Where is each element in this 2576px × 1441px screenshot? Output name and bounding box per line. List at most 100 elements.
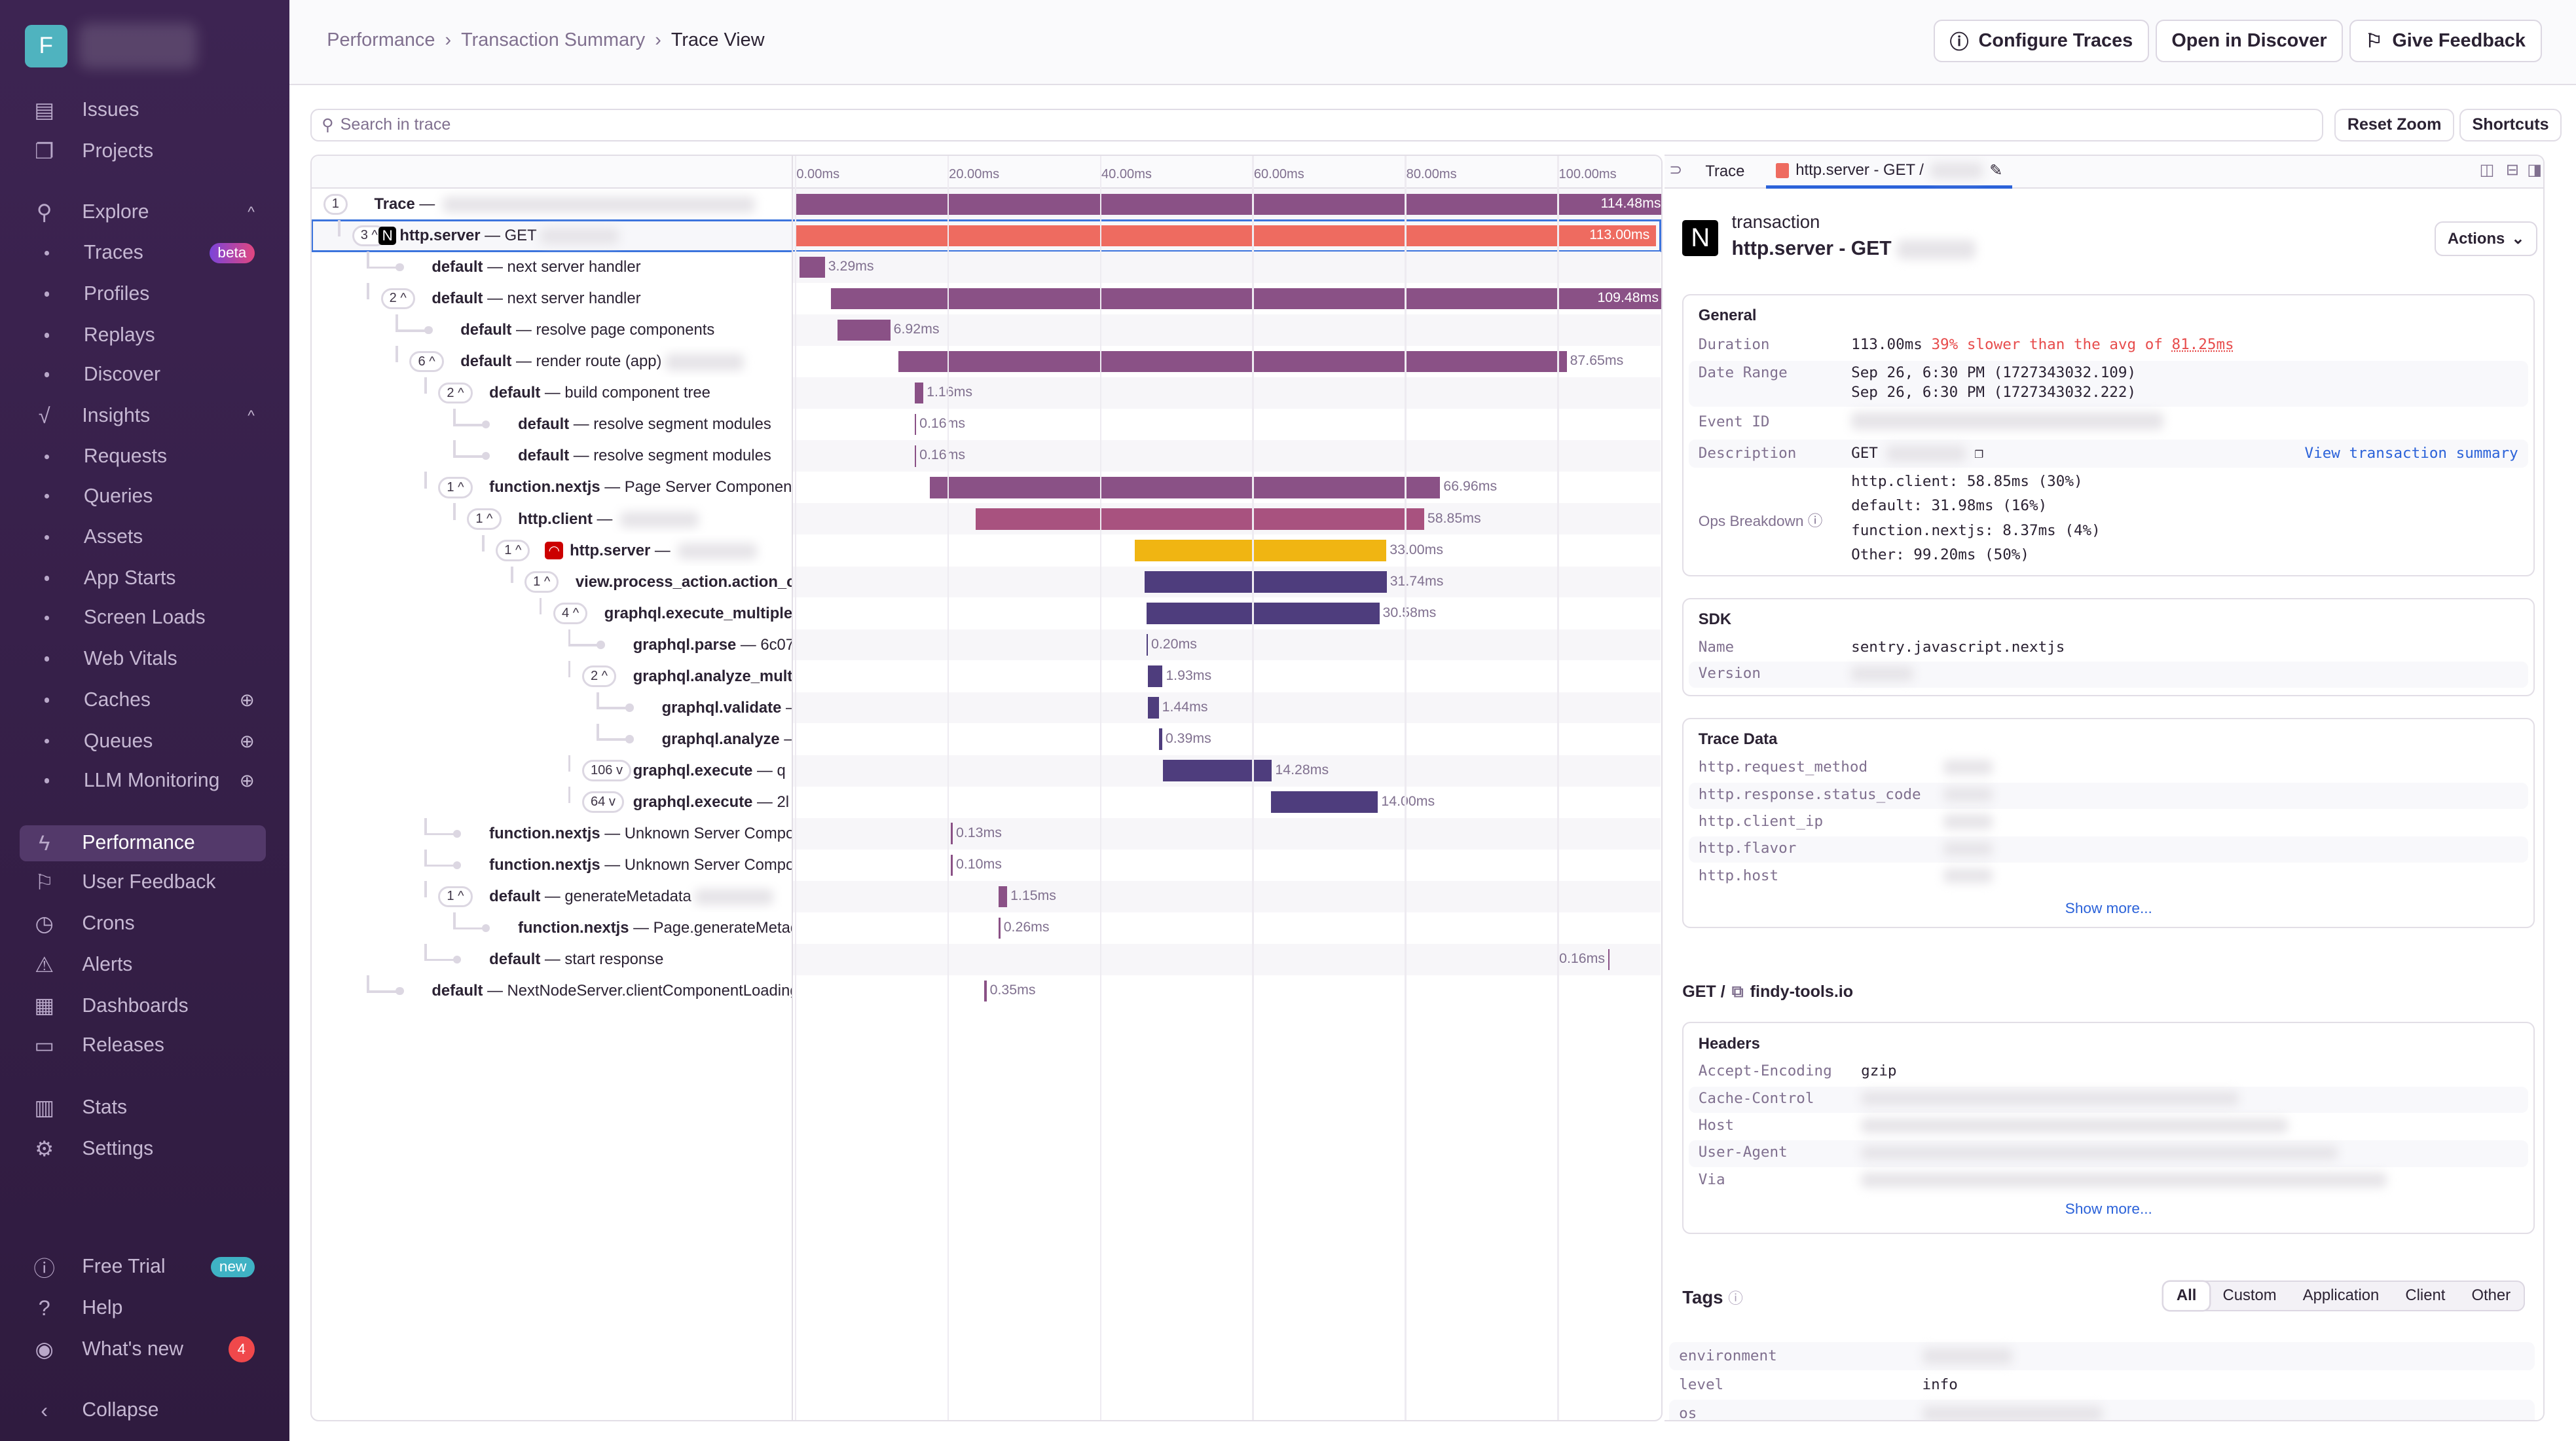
span-bar[interactable] bbox=[1608, 948, 1610, 971]
trace-row[interactable]: default — resolve segment modules 0.16ms bbox=[312, 409, 1661, 440]
trace-row[interactable]: 64 v graphql.execute — 2l 14.00ms bbox=[312, 786, 1661, 818]
breadcrumb-performance[interactable]: Performance bbox=[327, 29, 435, 51]
child-count-toggle[interactable]: 6 ^ bbox=[409, 350, 444, 373]
layout-right-icon[interactable]: ◨ bbox=[2527, 161, 2542, 179]
external-link-icon[interactable]: ⧉ bbox=[1731, 982, 1744, 1001]
span-bar-area[interactable]: 0.13ms bbox=[793, 817, 1661, 850]
trace-row[interactable]: 2 ^ graphql.analyze_multiplex — 1.93ms bbox=[312, 660, 1661, 692]
trace-row[interactable]: function.nextjs — Unknown Server Compone… bbox=[312, 817, 1661, 850]
child-count-toggle[interactable]: 106 v bbox=[581, 760, 632, 781]
span-bar[interactable] bbox=[984, 980, 987, 1002]
span-bar[interactable] bbox=[1147, 665, 1163, 687]
span-bar[interactable] bbox=[800, 256, 825, 278]
collapse-panel-icon[interactable]: ⊃ bbox=[1669, 161, 1683, 179]
child-count-toggle[interactable]: 1 ^ bbox=[467, 508, 502, 530]
trace-row[interactable]: 1 Trace — 114.48ms bbox=[312, 189, 1662, 220]
span-bar[interactable] bbox=[1147, 697, 1159, 719]
sidebar-item-what-s-new[interactable]: ◉ What's new 4 bbox=[20, 1331, 266, 1367]
sidebar-item-issues[interactable]: ▤ Issues bbox=[20, 92, 266, 128]
sidebar-item-settings[interactable]: ⚙ Settings bbox=[20, 1131, 266, 1167]
span-bar[interactable] bbox=[914, 413, 917, 436]
span-bar-area[interactable]: 30.58ms bbox=[793, 598, 1661, 629]
tag-filter-all[interactable]: All bbox=[2163, 1281, 2210, 1311]
span-bar[interactable] bbox=[794, 193, 1662, 215]
trace-row[interactable]: 1 ^ default — generateMetadata 1.15ms bbox=[312, 881, 1661, 912]
sidebar-item-explore[interactable]: ⚲ Explore ^ bbox=[20, 194, 266, 230]
span-bar[interactable] bbox=[1159, 728, 1162, 750]
tab-span[interactable]: http.server - GET / ✎ bbox=[1766, 156, 2013, 189]
span-bar-area[interactable]: 0.20ms bbox=[793, 629, 1661, 661]
layout-left-icon[interactable]: ◫ bbox=[2479, 161, 2495, 179]
sidebar-item-stats[interactable]: ▥ Stats bbox=[20, 1089, 266, 1125]
add-circle-icon[interactable]: ⊕ bbox=[239, 731, 255, 752]
span-bar[interactable] bbox=[998, 886, 1008, 908]
help-circle-icon[interactable]: ⓘ bbox=[1728, 1290, 1743, 1307]
span-bar[interactable] bbox=[951, 823, 953, 845]
sidebar-item-replays[interactable]: Replays bbox=[20, 317, 266, 353]
sidebar-item-crons[interactable]: ◷ Crons bbox=[20, 905, 266, 941]
trace-search-input[interactable]: ⚲ Search in trace bbox=[310, 108, 2323, 141]
trace-row[interactable]: 6 ^ default — render route (app) 87.65ms bbox=[312, 346, 1661, 377]
span-bar-area[interactable]: 1.44ms bbox=[793, 692, 1661, 724]
tab-trace[interactable]: Trace bbox=[1705, 162, 1745, 180]
span-bar[interactable] bbox=[830, 288, 1662, 310]
span-bar-area[interactable]: 31.74ms bbox=[793, 566, 1661, 598]
span-bar-area[interactable]: 87.65ms bbox=[793, 346, 1661, 377]
span-bar-area[interactable]: 58.85ms bbox=[793, 503, 1661, 535]
copy-icon[interactable]: ❐ bbox=[1974, 444, 1984, 462]
trace-row[interactable]: 2 ^ default — build component tree 1.16ms bbox=[312, 377, 1661, 409]
child-count-toggle[interactable]: 1 ^ bbox=[438, 886, 473, 908]
span-bar[interactable] bbox=[998, 917, 1001, 939]
child-count-toggle[interactable]: 2 ^ bbox=[581, 665, 617, 687]
span-bar[interactable] bbox=[1135, 540, 1387, 561]
sidebar-item-profiles[interactable]: Profiles bbox=[20, 276, 266, 312]
sidebar-item-caches[interactable]: Caches ⊕ bbox=[20, 682, 266, 718]
span-bar[interactable] bbox=[951, 854, 953, 876]
span-bar[interactable] bbox=[975, 508, 1424, 530]
trace-row[interactable]: 1 ^ function.nextjs — Page Server Compone… bbox=[312, 472, 1661, 503]
sidebar-item-queries[interactable]: Queries bbox=[20, 478, 266, 514]
span-bar[interactable] bbox=[898, 350, 1567, 373]
trace-row[interactable]: 106 v graphql.execute — q 14.28ms bbox=[312, 755, 1661, 787]
span-bar-area[interactable]: 113.00ms bbox=[793, 220, 1661, 252]
trace-row[interactable]: graphql.analyze — 0.39ms bbox=[312, 723, 1661, 755]
trace-row[interactable]: 1 ^ view.process_action.action_controller… bbox=[312, 566, 1661, 598]
trace-row[interactable]: default — NextNodeServer.clientComponent… bbox=[312, 975, 1661, 1007]
pin-icon[interactable]: ✎ bbox=[1989, 161, 2003, 179]
child-count-toggle[interactable]: 4 ^ bbox=[553, 603, 588, 624]
span-bar-area[interactable]: 6.92ms bbox=[793, 314, 1661, 346]
trace-row[interactable]: function.nextjs — Unknown Server Compone… bbox=[312, 850, 1661, 881]
trace-row[interactable]: 1 ^ http.client — 58.85ms bbox=[312, 503, 1661, 535]
sidebar-item-screen-loads[interactable]: Screen Loads bbox=[20, 600, 266, 636]
span-bar-area[interactable]: 0.35ms bbox=[793, 975, 1661, 1007]
sidebar-item-requests[interactable]: Requests bbox=[20, 439, 266, 475]
child-count-toggle[interactable]: 1 ^ bbox=[524, 571, 559, 593]
span-bar-area[interactable]: 114.48ms bbox=[793, 189, 1662, 220]
span-bar-area[interactable]: 14.28ms bbox=[793, 755, 1661, 787]
duration-avg[interactable]: 81.25ms bbox=[2171, 336, 2234, 354]
span-bar[interactable] bbox=[914, 445, 917, 467]
sidebar-item-projects[interactable]: ❐ Projects bbox=[20, 133, 266, 169]
tag-filter-custom[interactable]: Custom bbox=[2222, 1286, 2277, 1305]
span-bar-area[interactable]: 1.93ms bbox=[793, 661, 1661, 692]
layout-bottom-icon[interactable]: ⊟ bbox=[2505, 161, 2519, 179]
sidebar-item-user-feedback[interactable]: ⚐ User Feedback bbox=[20, 865, 266, 901]
sidebar-item-queues[interactable]: Queues ⊕ bbox=[20, 723, 266, 759]
tag-filter-application[interactable]: Application bbox=[2302, 1286, 2380, 1305]
span-bar[interactable] bbox=[1271, 791, 1378, 814]
trace-row[interactable]: 1 ^ ◠ http.server — 33.00ms bbox=[312, 534, 1661, 567]
child-count-toggle[interactable]: 64 v bbox=[581, 791, 624, 814]
sidebar-item-free-trial[interactable]: ⓘ Free Trial new bbox=[20, 1249, 266, 1285]
trace-row[interactable]: graphql.parse — 6c07 0.20ms bbox=[312, 629, 1661, 661]
chevron-up-icon[interactable]: ^ bbox=[248, 203, 255, 220]
span-bar[interactable] bbox=[1145, 571, 1387, 593]
trace-row[interactable]: default — resolve segment modules 0.16ms bbox=[312, 440, 1661, 472]
span-bar-area[interactable]: 33.00ms bbox=[793, 535, 1661, 567]
span-bar[interactable] bbox=[1146, 634, 1148, 656]
span-bar-area[interactable]: 0.16ms bbox=[793, 944, 1661, 975]
span-bar-area[interactable]: 1.16ms bbox=[793, 377, 1661, 409]
trace-row[interactable]: default — start response 0.16ms bbox=[312, 944, 1661, 975]
sidebar-item-collapse[interactable]: ‹ Collapse bbox=[20, 1392, 266, 1428]
org-avatar[interactable]: F bbox=[24, 24, 67, 67]
